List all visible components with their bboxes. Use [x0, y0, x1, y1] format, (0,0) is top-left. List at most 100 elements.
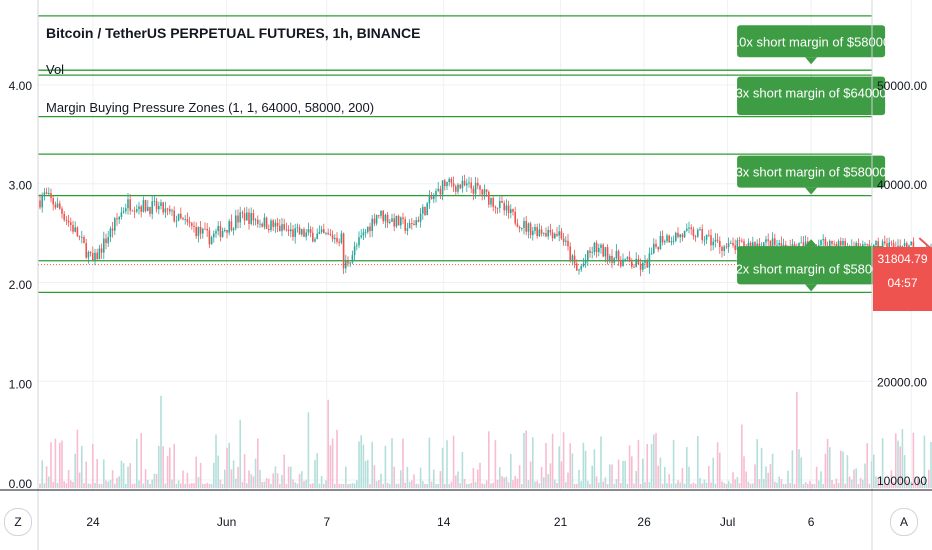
candle-body	[428, 196, 431, 204]
candle-body	[565, 240, 567, 242]
volume-bar	[694, 483, 697, 488]
candle-body	[551, 232, 554, 239]
volume-bar	[197, 477, 200, 488]
margin-zone-label[interactable]: 2x short margin of $58000	[736, 252, 887, 292]
candle-body	[743, 241, 745, 248]
volume-bar	[793, 483, 796, 488]
candle-body	[558, 231, 560, 236]
margin-zone-label[interactable]: 3x short margin of $58000	[736, 155, 887, 195]
volume-bar	[327, 399, 329, 488]
candle-body	[831, 240, 833, 244]
candle-body	[382, 210, 384, 222]
volume-bar	[259, 469, 261, 488]
candle-body	[754, 242, 756, 247]
volume-bar	[437, 483, 439, 488]
candle-body	[472, 188, 475, 194]
margin-zone-labels[interactable]: 10x short margin of $580005x short margi…	[732, 25, 890, 292]
volume-bar	[639, 483, 642, 488]
volume-bar	[164, 483, 167, 488]
candle-body	[217, 226, 219, 232]
volume-bar	[813, 483, 816, 488]
candle-body	[41, 194, 43, 208]
auto-scale-button[interactable]: A	[890, 508, 918, 536]
volume-bar	[606, 484, 609, 488]
volume-bar	[620, 483, 622, 488]
candle-body	[184, 219, 186, 220]
candle-body	[202, 228, 204, 234]
volume-bar	[182, 470, 184, 488]
candle-body	[349, 262, 351, 264]
candle-body	[248, 212, 250, 224]
candle-body	[59, 203, 61, 209]
candle-body	[325, 232, 327, 234]
candle-body	[237, 215, 239, 223]
volume-bar	[45, 466, 48, 488]
candle-body	[153, 201, 156, 203]
margin-zone-label[interactable]: 3x short margin of $64000	[736, 76, 887, 116]
candle-body	[606, 247, 609, 261]
candle-body	[837, 241, 840, 251]
volume-bar	[111, 470, 114, 488]
candle-body	[43, 192, 46, 195]
candle-body	[226, 229, 228, 233]
candle-body	[485, 189, 488, 192]
volume-bar	[393, 466, 395, 488]
volume-bar	[349, 483, 351, 488]
volume-bar	[70, 480, 72, 488]
candle-body	[450, 178, 453, 184]
candle-body	[307, 229, 310, 233]
volume-bar	[756, 439, 758, 488]
candle-body	[408, 223, 411, 229]
volume-bar	[670, 483, 673, 488]
volume-bar	[587, 480, 589, 488]
candle-body	[501, 200, 503, 203]
candle-body	[653, 243, 655, 254]
candle-body	[679, 234, 681, 238]
candle-body	[670, 240, 673, 243]
candle-body	[820, 240, 822, 246]
volume-bar	[228, 442, 230, 488]
candle-body	[446, 182, 448, 187]
candle-body	[631, 261, 633, 267]
volume-bar	[743, 456, 745, 488]
indicator-legend[interactable]: Margin Buying Pressure Zones (1, 1, 6400…	[46, 100, 375, 115]
candle-body	[560, 231, 563, 239]
volume-bar	[307, 412, 310, 488]
volume-bar	[485, 480, 488, 488]
volume-legend[interactable]: Vol	[46, 62, 65, 77]
margin-zone-label[interactable]: 10x short margin of $58000	[732, 25, 890, 65]
volume-bar	[56, 482, 59, 488]
volume-bar	[688, 466, 690, 488]
volume-bar	[138, 480, 140, 488]
candle-body	[580, 266, 582, 270]
scale-left-button[interactable]: Z	[4, 508, 32, 536]
volume-bar	[415, 483, 417, 488]
candle-body	[305, 232, 307, 237]
volume-bar	[791, 450, 794, 488]
volume-bar	[237, 466, 239, 488]
candle-body	[567, 240, 569, 247]
volume-bar	[699, 477, 701, 488]
volume-bar	[312, 483, 314, 488]
volume-bar	[741, 424, 743, 488]
volume-bar	[661, 483, 664, 488]
volume-bar	[261, 481, 263, 488]
volume-bar	[899, 446, 901, 488]
volume-bar	[292, 479, 294, 488]
volume-bar	[686, 446, 688, 488]
candle-body	[701, 229, 703, 241]
volume-bar	[41, 460, 43, 488]
candle-body	[89, 251, 92, 254]
volume-bar	[426, 483, 428, 488]
candle-body	[829, 240, 831, 250]
volume-bar	[246, 483, 248, 488]
volume-bar	[226, 447, 228, 488]
candle-body	[600, 244, 602, 249]
volume-bar	[472, 468, 475, 488]
candle-body	[415, 220, 417, 226]
volume-bar	[147, 480, 149, 488]
volume-bar	[188, 483, 191, 488]
volume-bar	[369, 483, 371, 488]
volume-bar	[510, 453, 512, 488]
